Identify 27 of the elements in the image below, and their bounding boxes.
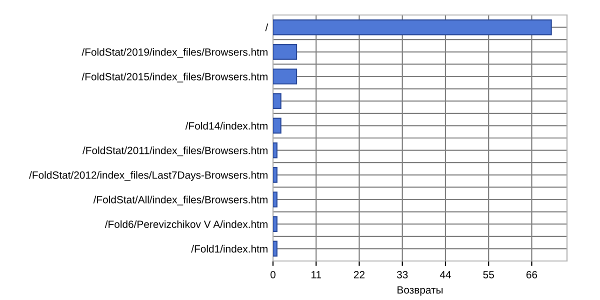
y-tick-label: / [265, 24, 268, 32]
y-tick-label: /FoldStat/2011/index_files/Browsers.htm [82, 146, 268, 156]
bar [273, 192, 278, 208]
bar [273, 44, 298, 60]
y-tick-label: /Fold14/index.htm [185, 122, 268, 130]
bar [273, 142, 278, 158]
x-axis-title: Возвраты [398, 286, 443, 296]
bar [273, 19, 552, 36]
x-tick-label: 55 [483, 271, 494, 278]
y-tick-label: /FoldStat/2019/index_files/Browsers.htm [82, 48, 268, 58]
bar [273, 93, 282, 110]
y-tick-label: /FoldStat/2012/index_files/Last7Days-Browsers.htm [29, 171, 268, 181]
y-tick-label: /FoldStat/All/index_files/Browsers.htm [93, 196, 268, 206]
x-tick-label: 33 [396, 270, 408, 278]
x-tick-label: 44 [440, 271, 451, 278]
bar [273, 118, 282, 134]
bar [273, 166, 278, 183]
x-tick-label: 66 [526, 270, 538, 278]
bar [273, 216, 278, 232]
y-tick-label: /FoldStat/2015/index_files/Browsers.htm [82, 72, 268, 82]
y-tick-label: /Fold1/index.htm [191, 244, 268, 253]
x-tick-label: 0 [270, 270, 276, 278]
bar [273, 240, 278, 257]
bar [273, 68, 298, 84]
x-tick-label: 22 [354, 270, 365, 278]
x-tick-label: 11 [312, 271, 322, 278]
y-tick-label: /Fold6/Perevizchikov V A/index.htm [104, 220, 268, 228]
